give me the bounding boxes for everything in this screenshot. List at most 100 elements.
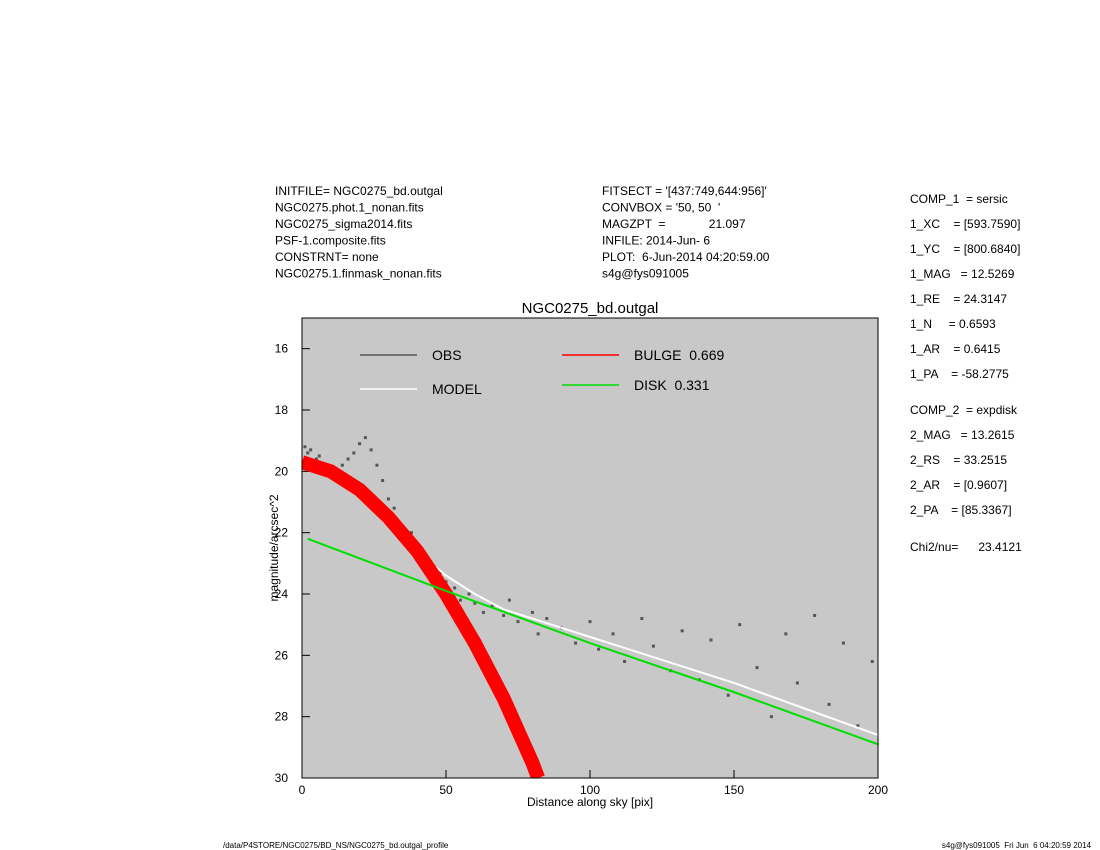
data-point xyxy=(386,497,390,501)
data-point xyxy=(588,620,592,624)
data-point xyxy=(438,571,442,575)
data-point xyxy=(680,629,684,633)
data-point xyxy=(623,659,627,663)
data-point xyxy=(856,724,860,728)
data-point xyxy=(738,623,742,627)
data-point xyxy=(381,479,385,483)
data-point xyxy=(545,617,549,621)
data-point xyxy=(481,610,485,614)
y-tick-label: 26 xyxy=(275,648,289,662)
data-point xyxy=(314,457,318,461)
header-line: CONVBOX = '50, 50 ' xyxy=(602,201,720,215)
data-line xyxy=(307,537,878,746)
header-line: INFILE: 2014-Jun- 6 xyxy=(602,234,710,248)
legend-label: MODEL xyxy=(432,381,482,397)
x-tick-label: 0 xyxy=(299,783,306,797)
data-point xyxy=(870,659,874,663)
header-line: PSF-1.composite.fits xyxy=(275,234,386,248)
data-point xyxy=(651,644,655,648)
param-line: 2_PA = [85.3367] xyxy=(910,503,1012,517)
data-point xyxy=(392,506,396,510)
data-point xyxy=(467,592,471,596)
y-tick-label: 22 xyxy=(275,526,289,540)
chart-title: NGC0275_bd.outgal xyxy=(522,300,659,317)
param-line: 2_MAG = 13.2615 xyxy=(910,428,1015,442)
data-point xyxy=(769,715,773,719)
data-point xyxy=(303,445,307,449)
param-line: 1_YC = [800.6840] xyxy=(910,242,1020,256)
param-line: 1_AR = 0.6415 xyxy=(910,342,1001,356)
data-point xyxy=(409,531,413,535)
data-point xyxy=(502,613,506,617)
param-line: 1_PA = -58.2775 xyxy=(910,367,1009,381)
data-point xyxy=(317,454,321,458)
data-point xyxy=(309,448,313,452)
data-point xyxy=(358,442,362,446)
param-line: COMP_2 = expdisk xyxy=(910,403,1018,417)
data-line xyxy=(302,455,545,778)
y-tick-label: 28 xyxy=(275,710,289,724)
data-point xyxy=(507,598,511,602)
x-tick-label: 50 xyxy=(439,783,453,797)
data-point xyxy=(709,638,713,642)
footer-right: s4g@fys091005 Fri Jun 6 04:20:59 2014 xyxy=(942,841,1092,850)
data-point xyxy=(369,448,373,452)
legend-label: OBS xyxy=(432,347,462,363)
data-point xyxy=(340,463,344,467)
param-line: 1_MAG = 12.5269 xyxy=(910,267,1015,281)
x-axis-label: Distance along sky [pix] xyxy=(527,795,653,809)
data-point xyxy=(306,451,310,455)
data-point xyxy=(597,647,601,651)
data-point xyxy=(611,632,615,636)
data-point xyxy=(458,598,462,602)
data-point xyxy=(453,586,457,590)
plot-area xyxy=(302,318,878,778)
x-tick-label: 150 xyxy=(724,783,744,797)
param-line: 2_RS = 33.2515 xyxy=(910,453,1007,467)
data-point xyxy=(813,613,817,617)
data-point xyxy=(473,601,477,605)
y-axis-label: magnitude/arcsec^2 xyxy=(267,494,281,601)
header-line: MAGZPT = 21.097 xyxy=(602,217,746,231)
y-tick-label: 16 xyxy=(275,342,289,356)
y-tick-label: 18 xyxy=(275,403,289,417)
data-point xyxy=(755,666,759,670)
header-line: NGC0275.phot.1_nonan.fits xyxy=(275,201,424,215)
footer-left: /data/P4STORE/NGC0275/BD_NS/NGC0275_bd.o… xyxy=(223,841,449,850)
data-point xyxy=(574,641,578,645)
y-tick-label: 20 xyxy=(275,464,289,478)
data-point xyxy=(640,617,644,621)
data-point xyxy=(536,632,540,636)
header-line: PLOT: 6-Jun-2014 04:20:59.00 xyxy=(602,250,770,264)
y-tick-label: 30 xyxy=(275,771,289,785)
param-line: COMP_1 = sersic xyxy=(910,192,1008,206)
plot-frame xyxy=(301,317,879,779)
data-point xyxy=(346,457,350,461)
header-line: FITSECT = '[437:749,644:956]' xyxy=(602,184,767,198)
data-point xyxy=(516,620,520,624)
data-point xyxy=(490,604,494,608)
y-tick-label: 24 xyxy=(275,587,289,601)
param-line: 2_AR = [0.9607] xyxy=(910,478,1007,492)
data-point xyxy=(530,610,534,614)
header-line: CONSTRNT= none xyxy=(275,250,379,264)
data-point xyxy=(352,451,356,455)
param-line: 1_RE = 24.3147 xyxy=(910,292,1007,306)
param-line: 1_N = 0.6593 xyxy=(910,317,996,331)
data-point xyxy=(795,681,799,685)
data-point xyxy=(784,632,788,636)
data-point xyxy=(363,436,367,440)
param-line: 1_XC = [593.7590] xyxy=(910,217,1020,231)
data-point xyxy=(841,641,845,645)
chi-square: Chi2/nu= 23.4121 xyxy=(910,540,1022,554)
data-point xyxy=(375,463,379,467)
legend-label: BULGE 0.669 xyxy=(634,347,724,363)
header-line: s4g@fys091005 xyxy=(602,267,689,281)
x-tick-label: 100 xyxy=(580,783,600,797)
x-tick-label: 200 xyxy=(868,783,888,797)
header-line: NGC0275.1.finmask_nonan.fits xyxy=(275,267,442,281)
data-point xyxy=(827,702,831,706)
data-point xyxy=(726,693,730,697)
header-line: NGC0275_sigma2014.fits xyxy=(275,217,412,231)
